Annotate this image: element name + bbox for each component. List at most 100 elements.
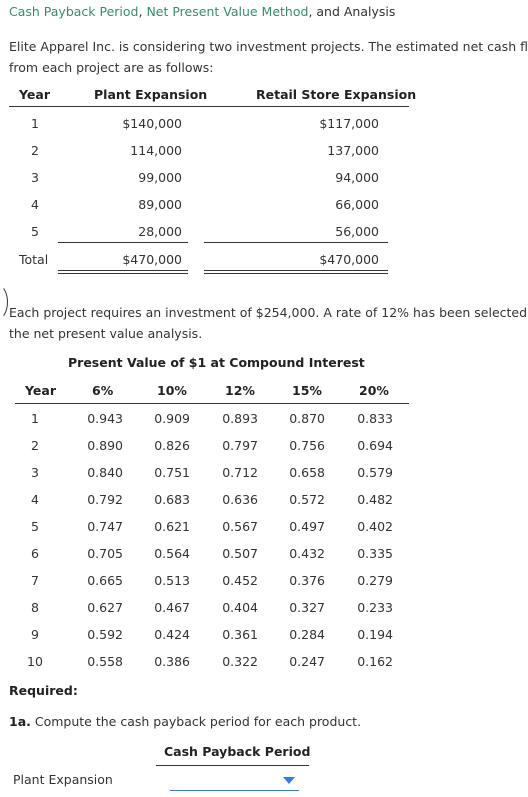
retail-total-rule-1 bbox=[204, 270, 388, 271]
cashflow-header-rule bbox=[9, 106, 409, 107]
cashflow-retail-value: 56,000 bbox=[335, 224, 379, 239]
chevron-down-icon[interactable] bbox=[283, 777, 295, 784]
cashflow-retail-value: $117,000 bbox=[319, 116, 379, 131]
cashflow-plant-value: $140,000 bbox=[122, 116, 182, 131]
pv-rate-15: 0.756 bbox=[289, 438, 325, 453]
pv-rate-10: 0.467 bbox=[154, 600, 190, 615]
cashflow-total-label: Total bbox=[19, 252, 49, 267]
pv-rate-15: 0.327 bbox=[289, 600, 325, 615]
pv-rate-20: 0.279 bbox=[357, 573, 393, 588]
pv-rate-6: 0.558 bbox=[87, 654, 123, 669]
pv-year: 7 bbox=[31, 573, 39, 588]
pv-year: 1 bbox=[31, 411, 39, 426]
pv-rate-15: 0.572 bbox=[289, 492, 325, 507]
cash-payback-column-header: Cash Payback Period bbox=[164, 744, 311, 759]
pv-rate-12: 0.567 bbox=[222, 519, 258, 534]
cashflow-total-plant: $470,000 bbox=[122, 252, 182, 267]
pv-rate-6: 0.665 bbox=[87, 573, 123, 588]
cashflow-header-retail: Retail Store Expansion bbox=[256, 87, 417, 102]
pv-rate-15: 0.247 bbox=[289, 654, 325, 669]
pv-rate-20: 0.233 bbox=[357, 600, 393, 615]
pv-rate-12: 0.712 bbox=[222, 465, 258, 480]
pv-rate-15: 0.870 bbox=[289, 411, 325, 426]
pv-table-caption: Present Value of $1 at Compound Interest bbox=[68, 355, 365, 370]
pv-rate-20: 0.482 bbox=[357, 492, 393, 507]
pv-rate-10: 0.513 bbox=[154, 573, 190, 588]
cashflow-header-plant: Plant Expansion bbox=[94, 87, 208, 102]
pv-header-rule bbox=[15, 403, 409, 404]
pv-year: 4 bbox=[31, 492, 39, 507]
pv-rate-6: 0.943 bbox=[87, 411, 123, 426]
pv-rate-15: 0.497 bbox=[289, 519, 325, 534]
pv-rate-12: 0.452 bbox=[222, 573, 258, 588]
pv-rate-10: 0.909 bbox=[154, 411, 190, 426]
pv-rate-20: 0.194 bbox=[357, 627, 393, 642]
cashflow-year: 2 bbox=[31, 143, 39, 158]
pv-rate-20: 0.335 bbox=[357, 546, 393, 561]
plant-expansion-label: Plant Expansion bbox=[13, 772, 113, 787]
cashflow-year: 3 bbox=[31, 170, 39, 185]
retail-total-rule-2 bbox=[204, 273, 388, 274]
retail-subtotal-rule bbox=[204, 242, 388, 243]
pv-rate-6: 0.705 bbox=[87, 546, 123, 561]
investment-paragraph: Each project requires an investment of $… bbox=[9, 302, 528, 344]
pv-rate-20: 0.833 bbox=[357, 411, 393, 426]
pv-year: 6 bbox=[31, 546, 39, 561]
pv-rate-6: 0.747 bbox=[87, 519, 123, 534]
pv-rate-6: 0.792 bbox=[87, 492, 123, 507]
pv-header-6: 6% bbox=[92, 383, 114, 398]
cashflow-year: 4 bbox=[31, 197, 39, 212]
cash-payback-header-rule bbox=[156, 765, 309, 766]
pv-rate-6: 0.627 bbox=[87, 600, 123, 615]
pv-rate-6: 0.890 bbox=[87, 438, 123, 453]
problem-title: Cash Payback Period, Net Present Value M… bbox=[9, 4, 395, 19]
investment-line-2: the net present value analysis. bbox=[9, 326, 203, 341]
question-1a-text: Compute the cash payback period for each… bbox=[30, 714, 362, 729]
pv-header-15: 15% bbox=[292, 383, 322, 398]
intro-paragraph: Elite Apparel Inc. is considering two in… bbox=[9, 36, 528, 78]
plant-expansion-payback-select[interactable] bbox=[170, 770, 299, 791]
cashflow-plant-value: 89,000 bbox=[138, 197, 182, 212]
pv-header-20: 20% bbox=[359, 383, 389, 398]
pv-rate-12: 0.893 bbox=[222, 411, 258, 426]
intro-line-1: Elite Apparel Inc. is considering two in… bbox=[9, 39, 528, 54]
pv-year: 8 bbox=[31, 600, 39, 615]
pv-rate-6: 0.592 bbox=[87, 627, 123, 642]
cashflow-retail-value: 137,000 bbox=[327, 143, 379, 158]
pv-year: 5 bbox=[31, 519, 39, 534]
cashflow-plant-value: 28,000 bbox=[138, 224, 182, 239]
pv-rate-10: 0.826 bbox=[154, 438, 190, 453]
pv-rate-20: 0.402 bbox=[357, 519, 393, 534]
pv-rate-15: 0.284 bbox=[289, 627, 325, 642]
pv-rate-10: 0.564 bbox=[154, 546, 190, 561]
pv-year: 9 bbox=[31, 627, 39, 642]
cashflow-plant-value: 114,000 bbox=[130, 143, 182, 158]
pv-header-10: 10% bbox=[157, 383, 187, 398]
pv-rate-20: 0.579 bbox=[357, 465, 393, 480]
pv-year: 10 bbox=[27, 654, 43, 669]
pv-rate-10: 0.386 bbox=[154, 654, 190, 669]
pv-rate-20: 0.162 bbox=[357, 654, 393, 669]
plant-total-rule-2 bbox=[58, 273, 188, 274]
intro-line-2: from each project are as follows: bbox=[9, 60, 214, 75]
pv-rate-12: 0.322 bbox=[222, 654, 258, 669]
pv-rate-6: 0.840 bbox=[87, 465, 123, 480]
required-heading: Required: bbox=[9, 683, 78, 698]
pv-rate-20: 0.694 bbox=[357, 438, 393, 453]
title-part-1: Cash Payback Period bbox=[9, 4, 139, 19]
pv-rate-15: 0.658 bbox=[289, 465, 325, 480]
plant-total-rule-1 bbox=[58, 270, 188, 271]
pv-rate-15: 0.432 bbox=[289, 546, 325, 561]
pv-rate-10: 0.751 bbox=[154, 465, 190, 480]
pv-rate-10: 0.424 bbox=[154, 627, 190, 642]
pv-header-year: Year bbox=[25, 383, 56, 398]
title-sep-1: , bbox=[138, 4, 147, 19]
plant-subtotal-rule bbox=[58, 242, 188, 243]
cashflow-total-retail: $470,000 bbox=[319, 252, 379, 267]
title-part-2: Net Present Value Method bbox=[146, 4, 309, 19]
cashflow-retail-value: 66,000 bbox=[335, 197, 379, 212]
pv-rate-10: 0.621 bbox=[154, 519, 190, 534]
question-1a: 1a. Compute the cash payback period for … bbox=[9, 714, 361, 729]
pv-year: 3 bbox=[31, 465, 39, 480]
cashflow-retail-value: 94,000 bbox=[335, 170, 379, 185]
